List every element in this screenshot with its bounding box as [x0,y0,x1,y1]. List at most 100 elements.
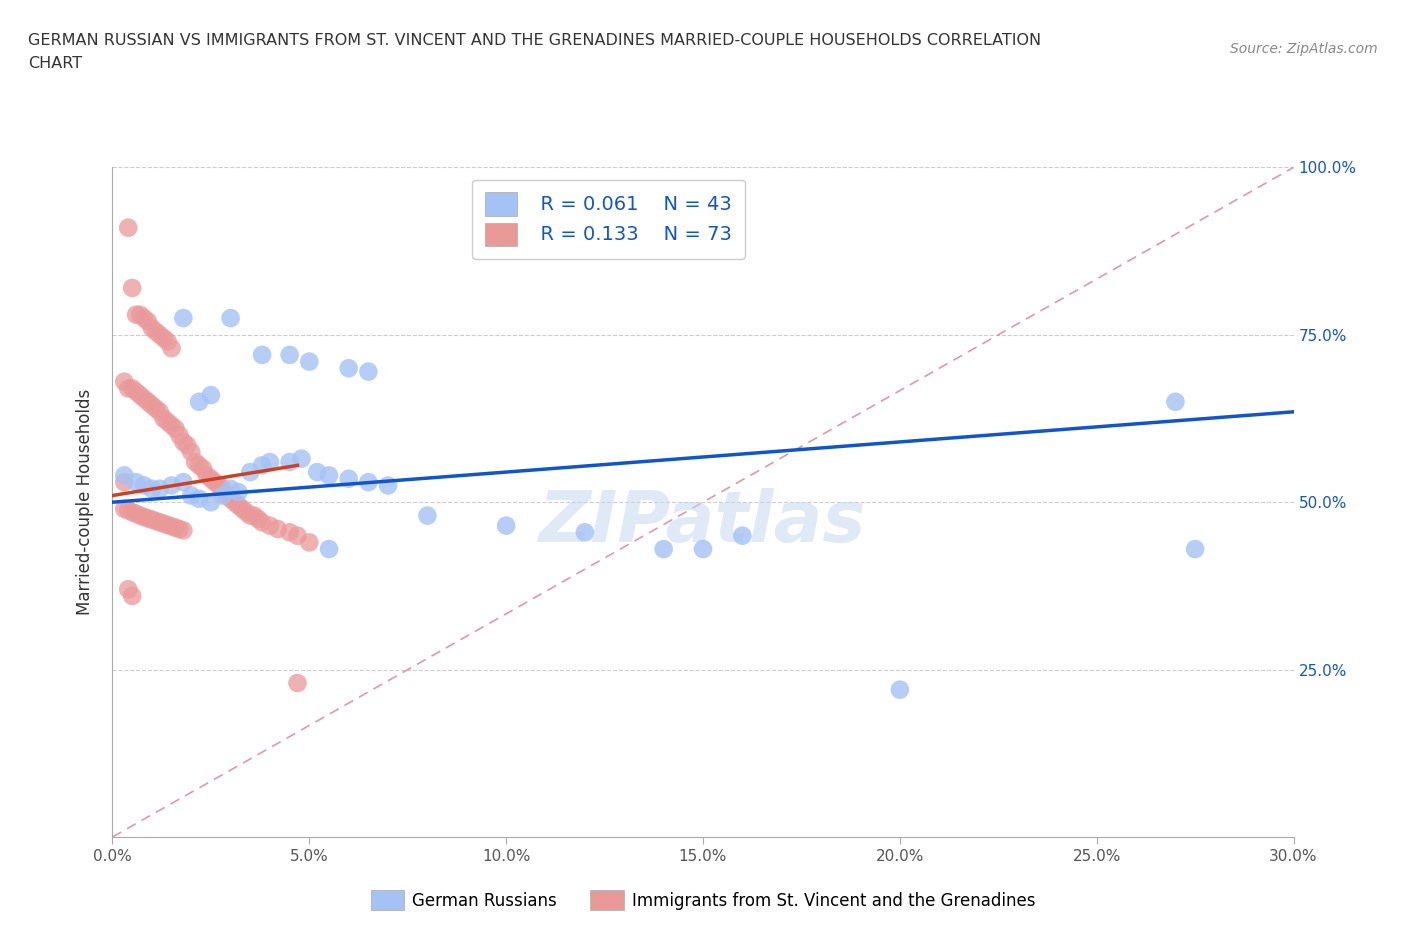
Point [228,485,250,499]
Point [200,388,222,403]
Point [259,518,281,533]
Point [149,405,172,419]
Point [117,582,139,597]
Point [259,455,281,470]
Point [224,495,246,510]
Point [278,348,301,363]
Point [219,482,242,497]
Point [112,501,135,516]
Text: Source: ZipAtlas.com: Source: ZipAtlas.com [1230,42,1378,56]
Point [200,495,222,510]
Point [125,506,148,521]
Point [129,307,152,322]
Point [287,528,309,543]
Point [692,541,714,556]
Point [169,522,191,537]
Point [235,505,257,520]
Point [219,491,242,506]
Point [231,501,253,516]
Point [132,510,155,525]
Point [125,384,148,399]
Point [278,455,301,470]
Point [267,522,290,537]
Point [188,458,211,472]
Point [184,455,207,470]
Point [145,513,167,528]
Point [298,354,321,369]
Point [112,374,135,389]
Point [117,381,139,396]
Point [156,415,179,430]
Point [211,488,233,503]
Point [152,411,174,426]
Point [1164,394,1187,409]
Point [141,512,163,527]
Point [208,478,231,493]
Y-axis label: Married-couple Households: Married-couple Households [76,389,94,616]
Point [495,518,517,533]
Point [125,474,148,489]
Point [250,515,273,530]
Text: ZIPatlas: ZIPatlas [540,488,866,557]
Point [121,281,143,296]
Point [121,589,143,604]
Point [318,468,340,483]
Point [121,505,143,520]
Point [149,515,172,530]
Point [141,482,163,497]
Point [149,327,172,342]
Point [239,508,262,523]
Legend: German Russians, Immigrants from St. Vincent and the Grenadines: German Russians, Immigrants from St. Vin… [364,884,1042,917]
Point [165,421,187,436]
Point [136,314,159,329]
Point [228,498,250,513]
Point [307,465,329,480]
Point [731,528,754,543]
Point [136,394,159,409]
Point [160,478,183,493]
Point [172,474,194,489]
Point [145,324,167,339]
Point [152,516,174,531]
Point [141,398,163,413]
Point [652,541,675,556]
Point [117,220,139,235]
Point [121,381,143,396]
Point [298,535,321,550]
Point [191,461,214,476]
Point [278,525,301,539]
Point [132,478,155,493]
Point [357,474,380,489]
Point [136,511,159,525]
Point [152,331,174,346]
Point [160,519,183,534]
Point [160,418,183,432]
Point [112,468,135,483]
Point [156,334,179,349]
Point [172,311,194,325]
Point [141,321,163,336]
Point [160,340,183,355]
Text: CHART: CHART [28,56,82,71]
Point [195,468,218,483]
Point [129,508,152,523]
Point [219,311,242,325]
Point [250,458,273,472]
Point [132,311,155,325]
Point [239,465,262,480]
Point [180,488,202,503]
Point [357,365,380,379]
Point [318,541,340,556]
Point [172,523,194,538]
Point [337,472,360,486]
Point [200,472,222,486]
Point [215,488,238,503]
Point [169,428,191,443]
Point [149,482,172,497]
Point [377,478,399,493]
Point [211,482,233,497]
Point [176,438,198,453]
Point [204,474,226,489]
Point [125,307,148,322]
Point [112,474,135,489]
